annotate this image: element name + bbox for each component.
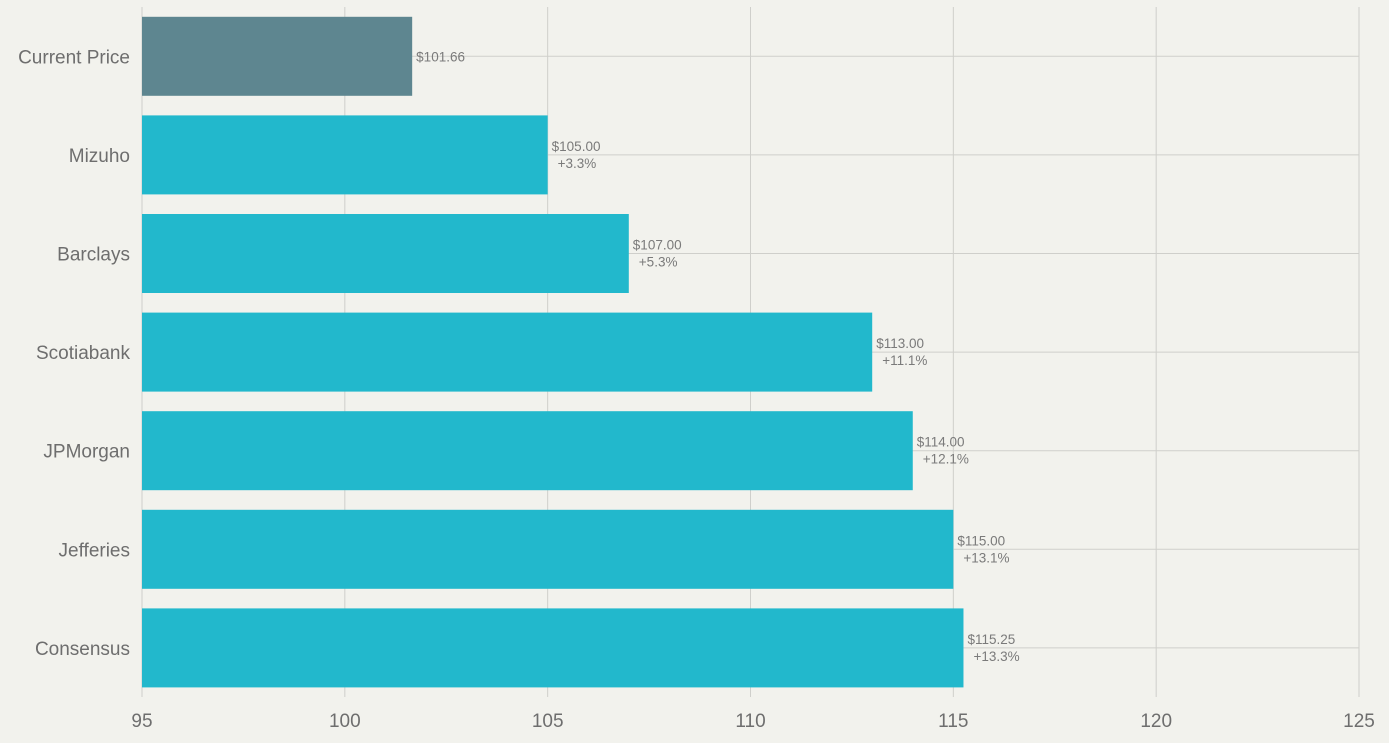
value-label: $115.25: [967, 632, 1015, 647]
category-label: JPMorgan: [43, 442, 130, 463]
pct-label: +13.1%: [963, 550, 1009, 565]
x-tick-label: 105: [532, 711, 564, 732]
value-label: $113.00: [876, 336, 924, 351]
category-label: Scotiabank: [36, 343, 131, 364]
value-label: $105.00: [552, 139, 601, 154]
pct-label: +5.3%: [639, 255, 678, 270]
bar-jpmorgan: [142, 411, 913, 491]
x-tick-label: 120: [1140, 711, 1172, 732]
value-label: $107.00: [633, 238, 682, 253]
bar-consensus: [142, 608, 964, 688]
bar-current-price: [142, 16, 413, 96]
category-label: Barclays: [57, 245, 130, 266]
bar-mizuho: [142, 115, 548, 195]
value-label: $101.66: [416, 49, 465, 64]
category-label: Jefferies: [59, 540, 130, 561]
pct-label: +13.3%: [973, 649, 1019, 664]
bar-jefferies: [142, 509, 954, 589]
category-label: Consensus: [35, 639, 130, 660]
value-label: $115.00: [957, 533, 1005, 548]
x-tick-label: 110: [735, 711, 765, 732]
bar-scotiabank: [142, 312, 873, 392]
x-tick-label: 125: [1343, 711, 1375, 732]
pct-label: +11.1%: [882, 353, 927, 368]
x-tick-label: 100: [329, 711, 361, 732]
label-layer: 95 100 105 110 115 120 125 Current Price $101.66…: [18, 47, 1375, 732]
bar-layer: [142, 16, 964, 688]
pct-label: +12.1%: [923, 452, 969, 467]
category-label: Current Price: [18, 47, 130, 68]
x-tick-label: 115: [938, 711, 968, 732]
category-label: Mizuho: [69, 146, 130, 167]
bar-barclays: [142, 214, 629, 293]
x-tick-label: 95: [131, 711, 152, 732]
pct-label: +3.3%: [558, 156, 597, 171]
value-label: $114.00: [917, 435, 965, 450]
